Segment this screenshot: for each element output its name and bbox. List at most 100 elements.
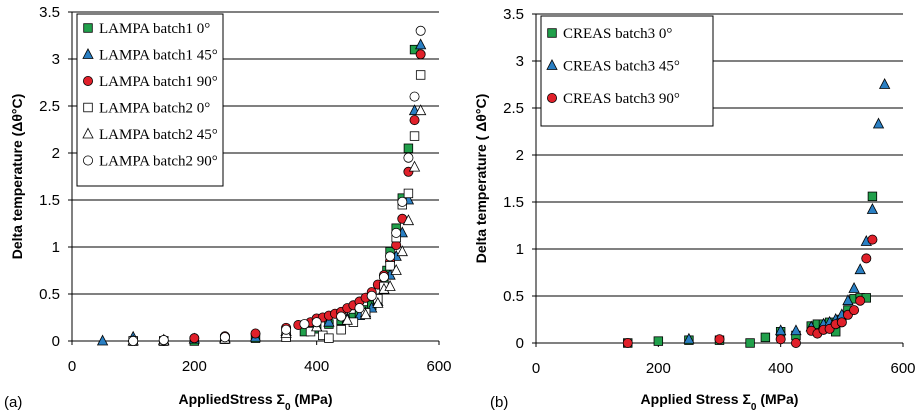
data-point [409, 91, 420, 102]
data-point [409, 115, 420, 126]
data-point [403, 152, 414, 163]
data-point [158, 335, 169, 346]
data-point [414, 38, 427, 50]
data-point [415, 25, 426, 36]
legend-marker [547, 28, 557, 38]
legend-box [540, 15, 714, 127]
data-point [378, 272, 389, 283]
data-point [396, 245, 408, 257]
y-tick-label: 3 [516, 53, 524, 70]
legend-label: LAMPA batch2 45° [99, 127, 218, 143]
data-point [878, 78, 891, 89]
y-tick-label: 2.5 [39, 98, 60, 115]
data-point [189, 333, 200, 344]
data-point [836, 317, 847, 328]
x-tick-label: 0 [68, 358, 76, 375]
data-point [219, 332, 230, 343]
data-point [311, 317, 322, 328]
series-5 [128, 25, 426, 346]
panel-label: (a) [4, 394, 22, 411]
x-axis-title: AppliedStress Σ0 (MPa) [179, 391, 333, 413]
data-point [867, 191, 878, 202]
legend-marker [83, 102, 93, 113]
y-tick-label: 2 [52, 145, 60, 162]
data-point [861, 253, 872, 264]
x-tick-label: 200 [646, 360, 671, 377]
legend: CREAS batch3 0° CREAS batch3 45° CREAS bat… [540, 15, 714, 127]
legend-marker [82, 48, 94, 59]
y-tick-label: 1.5 [503, 194, 524, 211]
y-tick-label: 2 [516, 147, 524, 164]
legend: LAMPA batch1 0° LAMPA batch1 45° LAMPA bat… [76, 13, 224, 187]
data-point [872, 117, 885, 129]
data-point [409, 131, 420, 141]
data-point [299, 319, 310, 330]
data-point [866, 203, 879, 214]
legend-label: CREAS batch3 45° [563, 59, 680, 75]
data-point [359, 308, 372, 320]
data-point [397, 196, 408, 207]
legend-marker [83, 23, 93, 33]
data-point [409, 44, 420, 55]
data-point [354, 303, 365, 314]
data-point [745, 338, 755, 348]
x-tick-label: 600 [426, 358, 451, 375]
data-point [848, 282, 860, 293]
data-point [366, 290, 377, 301]
data-point [760, 332, 771, 343]
legend-marker [82, 127, 94, 139]
data-point [855, 295, 866, 306]
x-tick-label: 200 [182, 358, 207, 375]
data-point [414, 104, 427, 116]
legend-marker [83, 76, 94, 87]
data-point [842, 294, 854, 306]
x-axis-title: Applied Stress Σ0 (MPa) [641, 391, 799, 413]
data-point [281, 324, 292, 335]
x-tick-label: 400 [304, 358, 329, 375]
y-tick-label: 1 [52, 239, 60, 256]
y-tick-label: 2.5 [503, 100, 524, 117]
data-point [683, 332, 695, 344]
data-point [403, 188, 414, 199]
data-point [408, 160, 421, 172]
y-tick-label: 3.5 [503, 6, 524, 23]
legend-label: CREAS batch3 0° [563, 26, 672, 42]
data-point [128, 335, 139, 346]
y-tick-label: 3.5 [39, 4, 60, 21]
data-point [403, 143, 414, 154]
data-point [384, 280, 396, 291]
data-point [775, 334, 786, 345]
chart-panel-b: 0 0.5 1 1.5 2 2.5 3 3.5 0 200 400 600 Applied Stress… [473, 6, 916, 413]
panel-label: (b) [490, 394, 508, 411]
data-point [867, 234, 878, 245]
legend-label: LAMPA batch2 90° [99, 154, 218, 170]
data-point [305, 326, 316, 337]
data-point [336, 311, 347, 322]
data-point [323, 315, 335, 327]
series-2 [622, 234, 878, 348]
y-axis-title: Delta temperature (Δθ°C) [9, 94, 25, 260]
data-point [96, 334, 109, 346]
data-point [385, 251, 396, 262]
legend-label: LAMPA batch1 0° [99, 21, 210, 37]
data-point [790, 337, 801, 348]
data-point [714, 334, 725, 345]
y-tick-label: 0.5 [39, 286, 60, 303]
x-tick-label: 600 [890, 360, 915, 377]
y-tick-label: 1 [516, 241, 524, 258]
data-point [415, 49, 426, 60]
data-point [790, 324, 802, 336]
data-point [653, 336, 664, 346]
y-tick-label: 1.5 [39, 192, 60, 209]
data-point [854, 263, 866, 275]
data-point [849, 305, 860, 316]
legend-label: LAMPA batch1 90° [99, 74, 218, 90]
x-tick-label: 400 [768, 360, 793, 377]
legend-label: LAMPA batch1 45° [99, 48, 218, 64]
chart-panel-a: 0 0.5 1 1.5 2 2.5 3 3.5 0 200 400 600 AppliedStress … [4, 4, 452, 413]
legend-label: CREAS batch3 90° [563, 91, 680, 107]
x-tick-label: 0 [532, 360, 540, 377]
legend-marker [546, 59, 558, 70]
legend-marker [83, 155, 94, 166]
